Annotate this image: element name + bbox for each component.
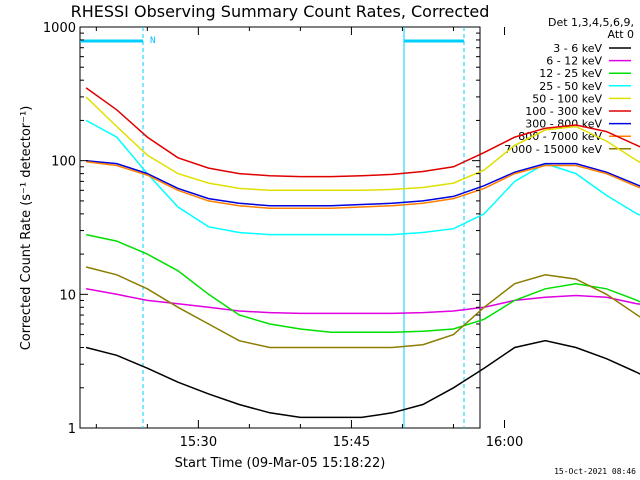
chart-title: RHESSI Observing Summary Count Rates, Co… [71, 2, 490, 21]
plot-frame [79, 26, 481, 429]
series-line-5 [85, 96, 640, 192]
legend-label-9: 7000 - 15000 keV [504, 143, 602, 156]
series-line-8 [86, 161, 640, 210]
x-axis-label: Start Time (09-Mar-05 15:18:22) [175, 456, 386, 471]
legend-header-line-2: Att 0 [608, 28, 634, 41]
legend-label-5: 50 - 100 keV [532, 92, 602, 105]
y-tick-label-2: 10 [59, 288, 76, 303]
legend-label-7: 300 - 800 keV [525, 118, 602, 131]
series-layer [85, 87, 640, 419]
legend-header-line-1: Det 1,3,4,5,6,9, [548, 16, 634, 29]
x-tick-label-1: 15:30 [180, 435, 217, 450]
legend-label-6: 100 - 300 keV [525, 105, 602, 118]
series-line-1 [85, 339, 640, 419]
x-tick-label-2: 15:45 [333, 435, 370, 450]
series-line-3 [85, 233, 640, 334]
timestamp: 15-Oct-2021 08:46 [554, 467, 636, 476]
legend-label-2: 6 - 12 keV [546, 55, 602, 68]
y-axis: 1 10 100 1000 [43, 21, 480, 437]
series-line-2 [85, 288, 640, 315]
x-tick-label-4: 16:15 [639, 435, 640, 450]
legend-label-1: 3 - 6 keV [553, 42, 602, 55]
series-line-7 [86, 159, 640, 207]
y-axis-label: Corrected Count Rate (s⁻¹ detector⁻¹) [19, 106, 34, 351]
series-line-4 [85, 119, 640, 236]
night-markers [80, 27, 465, 428]
y-tick-label-4: 1000 [43, 21, 76, 36]
legend-label-4: 25 - 50 keV [539, 80, 602, 93]
x-tick-label-3: 16:00 [486, 435, 523, 450]
series-line-9 [85, 266, 640, 349]
y-tick-label-3: 100 [51, 155, 76, 170]
y-tick-label-1: 1 [68, 422, 76, 437]
series-line-6 [85, 87, 640, 178]
legend-label-3: 12 - 25 keV [539, 67, 602, 80]
night-label: N [150, 36, 155, 46]
